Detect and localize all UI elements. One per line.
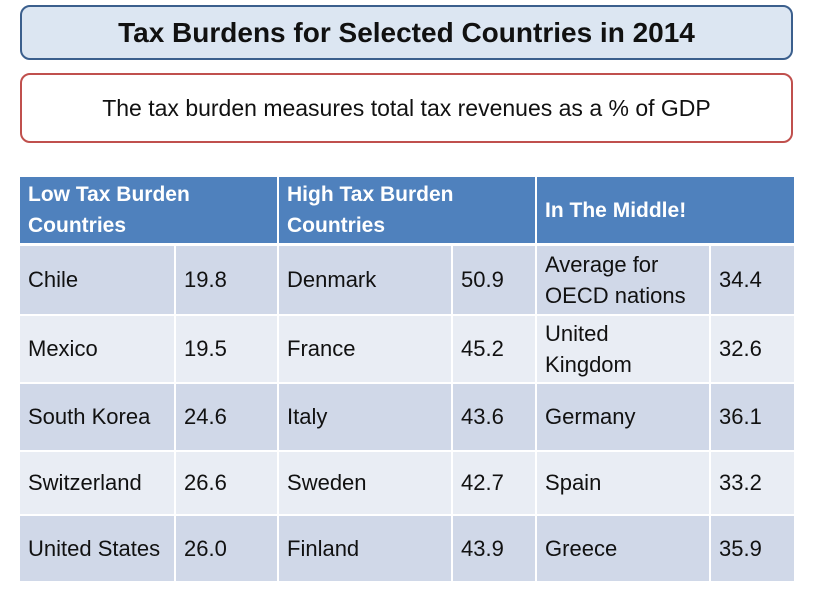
tax-value: 45.2: [452, 314, 538, 384]
column-header: In The Middle!: [536, 177, 797, 246]
country: Average for OECD nations: [536, 244, 712, 316]
tax-value: 43.9: [452, 514, 538, 583]
country: Italy: [278, 382, 454, 452]
country: Germany: [536, 382, 712, 452]
country: Denmark: [278, 244, 454, 316]
country: Sweden: [278, 450, 454, 516]
tax-value: 26.6: [175, 450, 280, 516]
column-header: High Tax Burden Countries: [278, 177, 538, 246]
table-row: Switzerland 26.6 Sweden 42.7 Spain 33.2: [20, 450, 797, 516]
tax-value: 43.6: [452, 382, 538, 452]
country: United States: [20, 514, 176, 583]
country: Mexico: [20, 314, 176, 384]
subtitle-box: The tax burden measures total tax revenu…: [20, 73, 793, 143]
tax-value: 36.1: [710, 382, 797, 452]
title: Tax Burdens for Selected Countries in 20…: [118, 16, 695, 48]
header-row: Low Tax Burden Countries High Tax Burden …: [20, 177, 797, 246]
tax-value: 42.7: [452, 450, 538, 516]
tax-value: 19.5: [175, 314, 280, 384]
country: United Kingdom: [536, 314, 712, 384]
tax-value: 50.9: [452, 244, 538, 316]
tax-table: Low Tax Burden Countries High Tax Burden …: [20, 177, 797, 583]
country: France: [278, 314, 454, 384]
table-row: United States 26.0 Finland 43.9 Greece 35.9: [20, 514, 797, 583]
country: Switzerland: [20, 450, 176, 516]
tax-value: 24.6: [175, 382, 280, 452]
country: Spain: [536, 450, 712, 516]
tax-value: 35.9: [710, 514, 797, 583]
subtitle: The tax burden measures total tax revenu…: [102, 94, 711, 121]
tax-value: 33.2: [710, 450, 797, 516]
country: Finland: [278, 514, 454, 583]
table-row: Mexico 19.5 France 45.2 United Kingdom 32.6: [20, 314, 797, 384]
column-header: Low Tax Burden Countries: [20, 177, 280, 246]
tax-value: 26.0: [175, 514, 280, 583]
country: Chile: [20, 244, 176, 316]
title-box: Tax Burdens for Selected Countries in 20…: [20, 5, 793, 60]
table-row: South Korea 24.6 Italy 43.6 Germany 36.1: [20, 382, 797, 452]
country: Greece: [536, 514, 712, 583]
tax-value: 34.4: [710, 244, 797, 316]
table-row: Chile 19.8 Denmark 50.9 Average for OECD nat…: [20, 244, 797, 316]
tax-value: 32.6: [710, 314, 797, 384]
country: South Korea: [20, 382, 176, 452]
tax-value: 19.8: [175, 244, 280, 316]
